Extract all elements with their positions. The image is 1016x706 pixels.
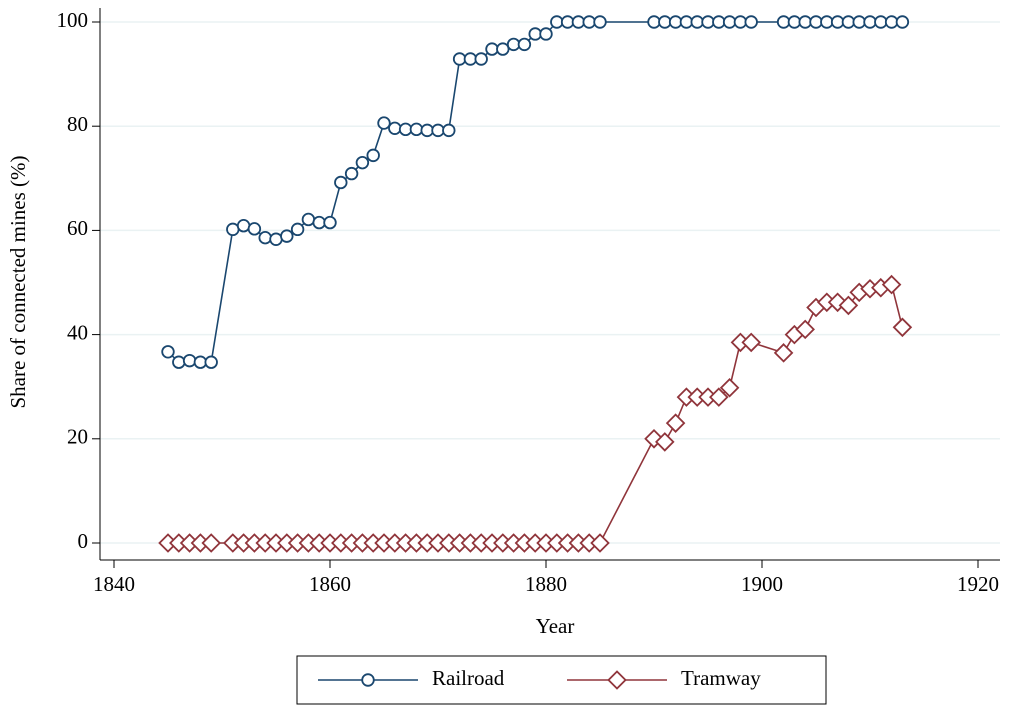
data-point [744, 15, 758, 29]
data-point [582, 15, 596, 29]
y-axis-label: Share of connected mines (%) [6, 155, 30, 408]
data-point [193, 355, 208, 369]
data-point [258, 230, 272, 245]
data-point [709, 387, 729, 407]
data-point [795, 319, 815, 340]
data-point [377, 116, 391, 130]
x-tick-label: 1840 [93, 572, 135, 596]
data-point [733, 15, 748, 29]
data-point [874, 15, 888, 29]
data-point [528, 27, 542, 41]
data-point [161, 345, 175, 359]
data-point [409, 122, 424, 137]
data-point [798, 15, 812, 29]
y-tick-label: 40 [67, 320, 88, 344]
data-point [841, 15, 856, 29]
data-point [647, 15, 661, 29]
data-point [463, 52, 478, 66]
data-point [668, 15, 683, 29]
data-point [787, 15, 802, 29]
data-point [485, 42, 499, 56]
data-point [776, 15, 791, 29]
data-point [355, 155, 370, 170]
data-point [884, 15, 899, 29]
legend-label: Railroad [432, 666, 505, 690]
y-tick-label: 60 [67, 216, 88, 240]
data-point [690, 15, 704, 29]
data-point [658, 15, 672, 29]
data-point [312, 215, 326, 230]
data-point [226, 222, 240, 237]
data-point [247, 222, 262, 236]
x-axis-label: Year [536, 614, 575, 638]
data-point [809, 15, 823, 29]
data-point [820, 15, 834, 29]
data-point [838, 295, 859, 316]
y-tick-label: 80 [67, 112, 88, 136]
data-point [701, 15, 715, 29]
data-point [517, 37, 532, 52]
data-point [344, 166, 359, 181]
data-point [280, 229, 294, 243]
data-point [655, 432, 675, 452]
y-tick-label: 0 [78, 529, 89, 553]
legend-marker [361, 673, 375, 687]
data-point [773, 343, 794, 363]
data-point [204, 355, 218, 369]
y-tick-label: 100 [57, 8, 89, 32]
data-point [852, 15, 866, 29]
y-tick-label: 20 [67, 425, 88, 449]
data-point [398, 122, 413, 137]
data-point [474, 52, 488, 66]
data-point [366, 148, 380, 163]
data-point [560, 15, 575, 29]
legend-label: Tramway [681, 666, 761, 690]
data-point [431, 123, 445, 138]
data-point [550, 15, 564, 29]
data-point [388, 121, 402, 135]
data-point [201, 533, 221, 553]
data-point [452, 52, 467, 66]
x-tick-label: 1880 [525, 572, 567, 596]
data-point [172, 355, 186, 369]
data-point [590, 533, 610, 553]
x-tick-label: 1860 [309, 572, 351, 596]
data-point [593, 15, 607, 29]
data-point [722, 15, 737, 29]
data-point [442, 123, 456, 138]
legend-marker [607, 670, 627, 690]
data-point [881, 274, 902, 295]
data-point [830, 15, 845, 29]
data-point [571, 15, 586, 29]
data-point [301, 212, 316, 227]
data-point [712, 15, 726, 29]
data-point [236, 219, 251, 233]
data-point [892, 317, 913, 338]
data-point [665, 413, 686, 433]
data-point [496, 42, 510, 56]
data-point [863, 15, 877, 29]
x-tick-label: 1920 [957, 572, 999, 596]
data-point [679, 15, 694, 29]
data-point [741, 332, 761, 353]
data-point [269, 232, 283, 246]
data-point [895, 15, 910, 29]
data-point [719, 377, 740, 398]
data-point [420, 123, 434, 138]
data-point [506, 37, 521, 52]
data-point [539, 27, 553, 41]
data-point [182, 353, 197, 368]
data-point [290, 222, 305, 237]
x-tick-label: 1900 [741, 572, 783, 596]
data-point [334, 175, 348, 190]
data-point [323, 215, 337, 230]
